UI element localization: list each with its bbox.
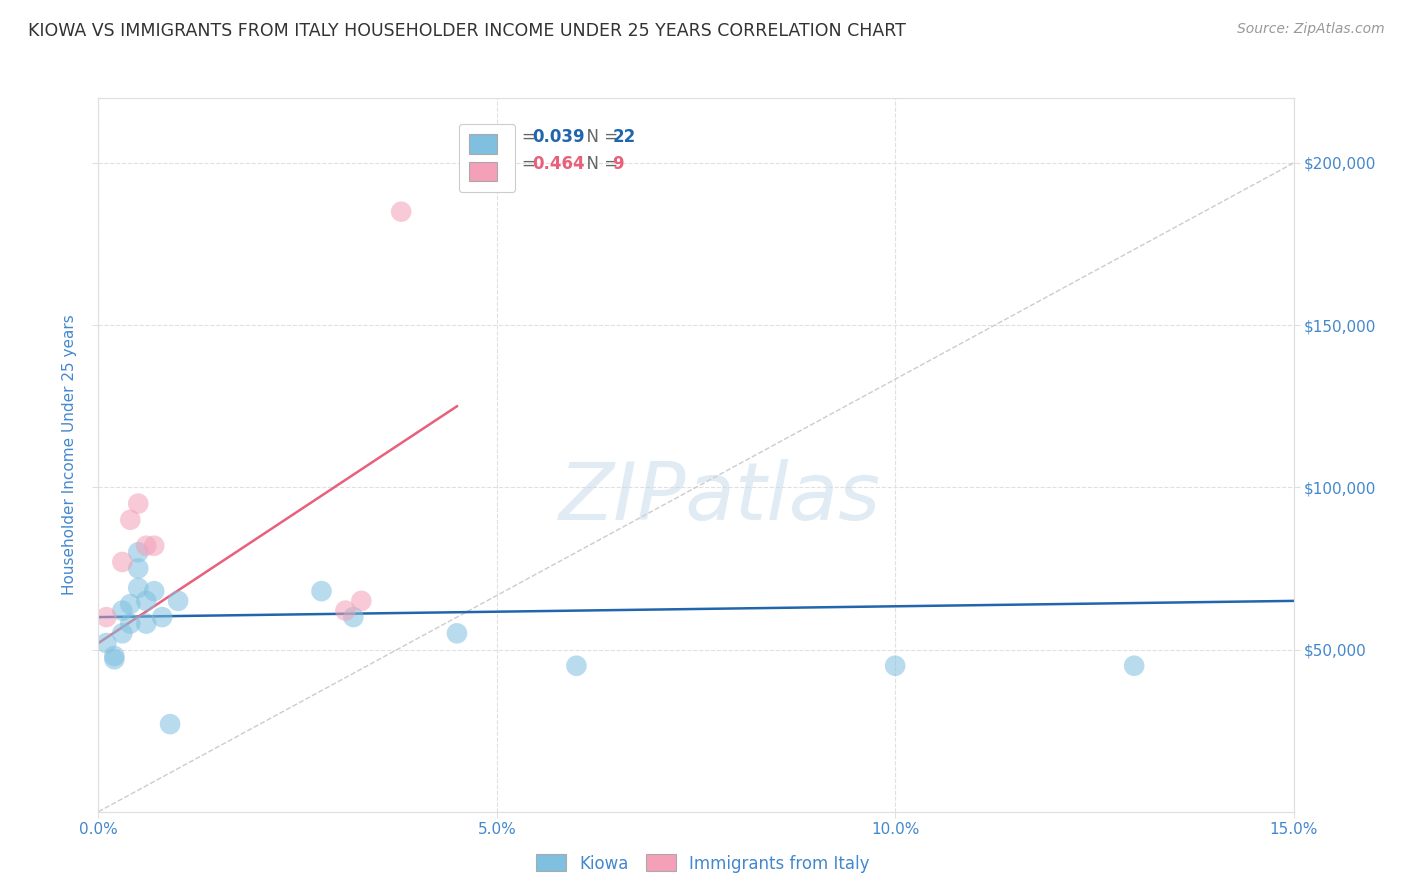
Point: [111, 604, 134, 618]
Point: [150, 610, 173, 624]
Text: Source: ZipAtlas.com: Source: ZipAtlas.com: [1237, 22, 1385, 37]
Point: [389, 204, 412, 219]
Text: R =: R =: [505, 128, 541, 146]
Point: [120, 513, 142, 527]
Text: R =: R =: [505, 155, 541, 173]
Text: ZIPatlas: ZIPatlas: [558, 458, 882, 537]
Legend: Kiowa, Immigrants from Italy: Kiowa, Immigrants from Italy: [530, 847, 876, 880]
Point: [143, 539, 166, 553]
Point: [127, 497, 149, 511]
Point: [127, 545, 149, 559]
Point: [335, 604, 357, 618]
Text: 9: 9: [613, 155, 624, 173]
Point: [120, 616, 142, 631]
Text: 0.039: 0.039: [533, 128, 585, 146]
Text: 22: 22: [613, 128, 636, 146]
Point: [111, 626, 134, 640]
Text: N =: N =: [576, 128, 624, 146]
Point: [1123, 658, 1146, 673]
Point: [127, 581, 149, 595]
Point: [167, 594, 190, 608]
Point: [96, 610, 118, 624]
Point: [446, 626, 468, 640]
Point: [884, 658, 907, 673]
Point: [127, 561, 149, 575]
Point: [135, 539, 157, 553]
Point: [143, 584, 166, 599]
Point: [311, 584, 333, 599]
Text: 0.464: 0.464: [533, 155, 585, 173]
Point: [135, 594, 157, 608]
Point: [111, 555, 134, 569]
Point: [135, 616, 157, 631]
Text: KIOWA VS IMMIGRANTS FROM ITALY HOUSEHOLDER INCOME UNDER 25 YEARS CORRELATION CHA: KIOWA VS IMMIGRANTS FROM ITALY HOUSEHOLD…: [28, 22, 905, 40]
Point: [342, 610, 364, 624]
Point: [120, 597, 142, 611]
Point: [565, 658, 588, 673]
Y-axis label: Householder Income Under 25 years: Householder Income Under 25 years: [62, 315, 77, 595]
Legend: , : ,: [458, 124, 515, 192]
Point: [159, 717, 181, 731]
Point: [350, 594, 373, 608]
Point: [103, 652, 125, 666]
Text: N =: N =: [576, 155, 624, 173]
Point: [96, 636, 118, 650]
Point: [103, 648, 125, 663]
